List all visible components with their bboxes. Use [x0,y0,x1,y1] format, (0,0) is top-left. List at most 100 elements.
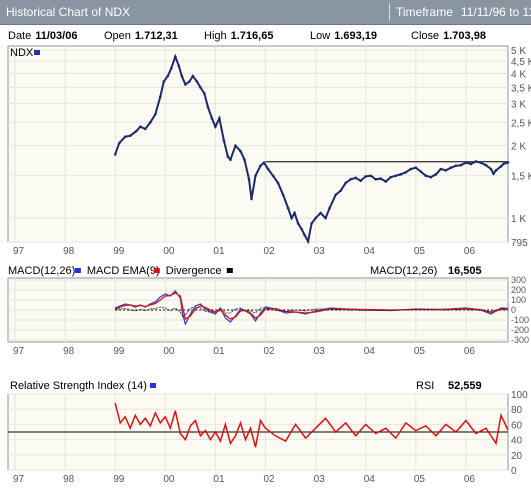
ndx-point [128,134,132,138]
price-chart-panel[interactable]: 97 98 99 00 01 02 03 04 05 06 5 K4,5 K4 K 3,5 K 3 K 2… [0,44,531,261]
x-tick-label: 06 [464,346,476,357]
ndx-point [113,153,117,156]
ndx-point [300,227,303,231]
x-tick-label: 05 [414,246,426,257]
ndx-point [191,74,195,78]
ndx-point [159,95,162,98]
ndx-point [254,174,257,178]
ndx-point [404,171,408,174]
macd-panel[interactable]: 97 98 99 00 01 02 03 04 05 06 3002001000-100-200-3… [0,264,531,361]
ndx-point [489,167,493,171]
close-value: 1.703,98 [443,30,486,42]
ndx-point [229,158,232,161]
x-tick-label: 98 [63,346,75,357]
ndx-point [439,167,443,171]
x-tick-label: 99 [113,474,125,485]
x-tick-label: 05 [414,346,426,357]
y-tick-label: 5 K [511,46,526,57]
ndx-point [177,64,181,68]
ndx-point [464,161,468,164]
ndx-point [259,164,262,168]
ndx-point [262,161,266,164]
ndx-point [339,189,342,192]
rsi-legend-label: Relative Strength Index (14) [10,380,147,392]
macd-legend-swatch [226,268,233,273]
ndx-point [469,162,473,166]
ndx-point [286,206,290,210]
ndx-point [250,197,253,201]
open-readout: Open 1.712,31 [104,30,178,42]
ndx-point [314,216,317,220]
close-readout: Close 1.703,98 [411,30,486,42]
macd-legend-swatch [153,268,160,273]
open-label: Open [104,30,131,42]
x-tick-label: 05 [414,474,426,485]
ndx-point [484,163,488,167]
close-label: Close [411,30,440,42]
macd-legend-label: MACD EMA(9) [87,265,160,277]
y-tick-label: 3,5 K [511,83,531,94]
ndx-point [399,173,403,176]
ndx-point [138,125,142,128]
rsi-readout-label: RSI [416,380,434,392]
x-tick-label: 01 [213,346,225,357]
y-tick-label: -200 [511,325,529,335]
y-tick-label: -100 [511,315,529,325]
plot-area [7,45,509,243]
x-tick-label: 97 [13,474,25,485]
timeframe-value: 11/11/96 to 11 [460,5,531,19]
x-tick-label: 06 [464,474,476,485]
ndx-point [303,233,306,237]
open-value: 1.712,31 [134,30,178,42]
ndx-point [290,216,293,220]
macd-series-line [114,292,509,321]
macd-legend-label: Divergence [166,265,222,277]
ndx-point [459,163,463,167]
y-tick-label: 80 [511,405,523,416]
x-tick-label: 99 [113,346,125,357]
y-tick-label: -300 [511,335,529,345]
ndx-point [354,176,357,180]
ndx-point [359,179,363,183]
ndx-point [479,161,483,164]
ndx-point [474,160,478,163]
ndx-point [247,177,251,181]
timeframe-readout[interactable]: Timeframe 11/11/96 to 11 [396,5,531,19]
ndx-point [364,175,368,178]
y-tick-label: 3 K [511,99,526,110]
window-title: Historical Chart of NDX [6,5,131,19]
y-tick-label: 2 K [511,142,526,153]
date-label: Date [8,30,32,42]
y-tick-label: 0 [511,305,516,315]
y-tick-label: 100 [511,295,526,305]
x-tick-label: 02 [264,246,276,257]
ndx-point [234,144,237,148]
ndx-point [276,181,280,185]
ndx-point [434,173,438,176]
macd-legend-label: MACD(12,26) [8,265,75,277]
price-legend-swatch [34,50,40,55]
y-tick-label: 300 [511,275,526,285]
macd-legend-swatch [74,268,81,273]
ndx-point [328,206,331,210]
ndx-point [369,174,373,178]
ndx-point [384,180,388,183]
ndx-point [374,177,378,181]
rsi-panel[interactable]: 97 98 99 00 01 02 03 04 05 06 100 80 60 40 20 0 Relative… [0,376,531,491]
x-tick-label: 99 [113,246,125,257]
x-tick-label: 06 [464,246,476,257]
ndx-point [199,86,202,89]
ndx-point [206,105,210,109]
ndx-point [414,166,418,170]
ndx-point [226,155,230,159]
ndx-point [123,135,127,139]
ndx-point [239,149,242,153]
ndx-point [444,169,448,172]
macd-readout-label: MACD(12,26) [370,265,437,277]
rsi-series-line [114,402,509,448]
y-tick-label: 1,5 K [511,172,531,183]
ndx-point [310,222,313,225]
ndx-point [203,92,206,95]
x-tick-label: 97 [13,246,25,257]
